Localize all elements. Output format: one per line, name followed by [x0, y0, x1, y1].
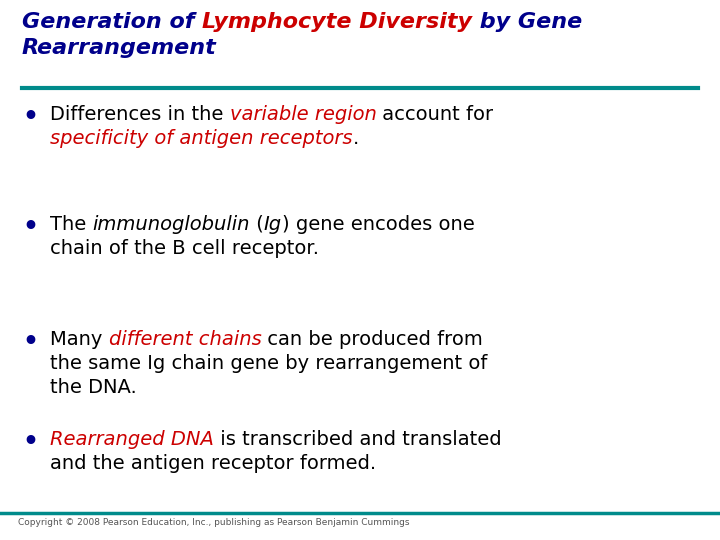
- Text: Ig: Ig: [264, 215, 282, 234]
- Text: by Gene: by Gene: [472, 12, 582, 32]
- Text: .: .: [353, 129, 359, 148]
- Text: variable region: variable region: [230, 105, 377, 124]
- Text: Generation of: Generation of: [22, 12, 202, 32]
- Text: •: •: [22, 215, 38, 239]
- Text: Copyright © 2008 Pearson Education, Inc., publishing as Pearson Benjamin Cumming: Copyright © 2008 Pearson Education, Inc.…: [18, 518, 410, 527]
- Text: immunoglobulin: immunoglobulin: [92, 215, 250, 234]
- Text: can be produced from: can be produced from: [261, 330, 483, 349]
- Text: •: •: [22, 105, 38, 129]
- Text: (: (: [250, 215, 264, 234]
- Text: Differences in the: Differences in the: [50, 105, 230, 124]
- Text: specificity of antigen receptors: specificity of antigen receptors: [50, 129, 353, 148]
- Text: different chains: different chains: [109, 330, 261, 349]
- Text: Many: Many: [50, 330, 109, 349]
- Text: •: •: [22, 330, 38, 354]
- Text: Lymphocyte Diversity: Lymphocyte Diversity: [202, 12, 472, 32]
- Text: •: •: [22, 430, 38, 454]
- Text: chain of the B cell receptor.: chain of the B cell receptor.: [50, 239, 319, 258]
- Text: account for: account for: [377, 105, 494, 124]
- Text: the same Ig chain gene by rearrangement of: the same Ig chain gene by rearrangement …: [50, 354, 487, 373]
- Text: Rearrangement: Rearrangement: [22, 38, 217, 58]
- Text: The: The: [50, 215, 92, 234]
- Text: and the antigen receptor formed.: and the antigen receptor formed.: [50, 454, 376, 473]
- Text: the DNA.: the DNA.: [50, 378, 137, 397]
- Text: is transcribed and translated: is transcribed and translated: [214, 430, 502, 449]
- Text: Rearranged DNA: Rearranged DNA: [50, 430, 214, 449]
- Text: ) gene encodes one: ) gene encodes one: [282, 215, 474, 234]
